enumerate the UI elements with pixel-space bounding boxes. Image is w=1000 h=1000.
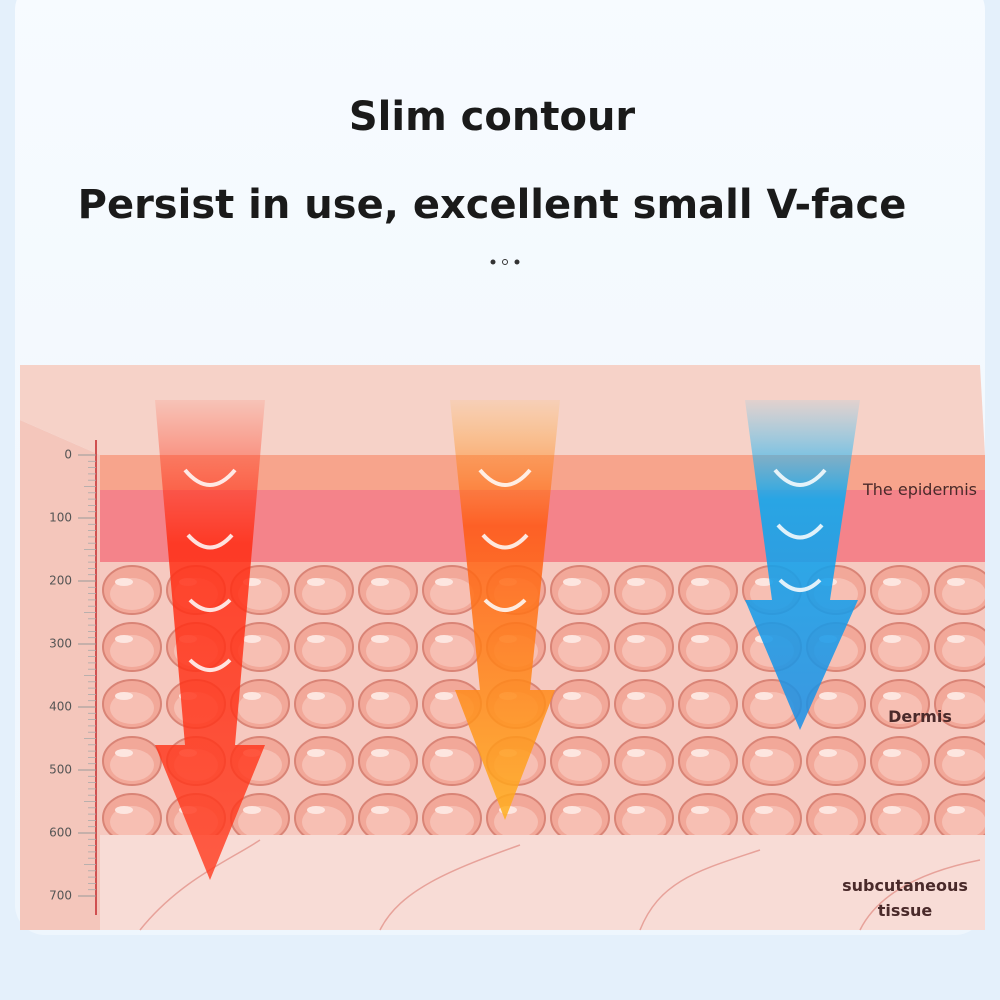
subtitle: Persist in use, excellent small V-face <box>78 182 907 228</box>
scale-label: 500 <box>49 763 72 777</box>
epidermis-label: The epidermis <box>862 480 977 499</box>
scale-label: 200 <box>49 574 72 588</box>
subcutaneous-label: subcutaneous <box>842 876 968 895</box>
arrows <box>155 400 860 880</box>
dots <box>490 259 520 265</box>
scale-label: 600 <box>49 826 72 840</box>
title: Slim contour <box>349 94 636 140</box>
scale-label: 700 <box>49 889 72 903</box>
dermis-label: Dermis <box>888 707 952 726</box>
scale-label: 100 <box>49 511 72 525</box>
scale-label: 400 <box>49 700 72 714</box>
scale-label: 0 <box>64 448 72 462</box>
subcutaneous-label: tissue <box>878 901 933 920</box>
scale-label: 300 <box>49 637 72 651</box>
